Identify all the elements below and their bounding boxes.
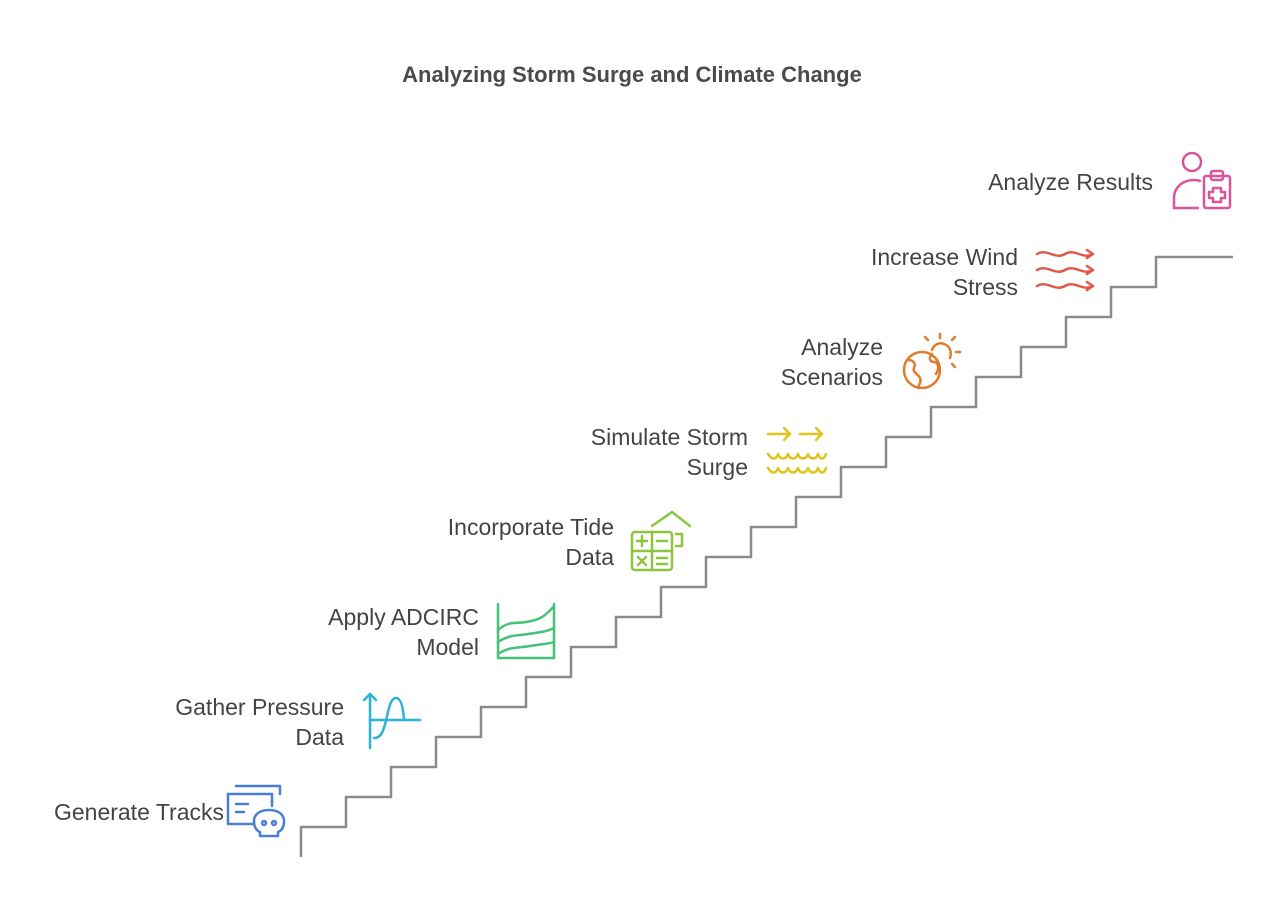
step-label-generate-tracks: Generate Tracks <box>53 799 224 825</box>
diagram-title: Analyzing Storm Surge and Climate Change <box>402 62 862 87</box>
staircase-line <box>299 255 1233 857</box>
person-clipboard-icon <box>1168 150 1232 214</box>
step-label-analyze-scenarios: Analyze Scenarios <box>780 334 883 390</box>
step-label-increase-wind-stress: Increase Wind Stress <box>870 244 1018 300</box>
pressure-wave-icon <box>360 690 424 754</box>
globe-sun-icon <box>898 330 962 394</box>
step-label-apply-adcirc-model: Apply ADCIRC Model <box>328 604 479 660</box>
document-skull-icon <box>224 780 288 844</box>
step-label-analyze-results: Analyze Results <box>988 169 1153 195</box>
step-label-incorporate-tide-data: Incorporate Tide Data <box>447 514 614 570</box>
step-label-simulate-storm-surge: Simulate Storm Surge <box>590 424 748 480</box>
arrows-waves-icon <box>764 418 828 482</box>
house-calculator-icon <box>628 508 692 572</box>
wind-icon <box>1033 240 1097 304</box>
wave-chart-icon <box>494 600 558 664</box>
step-label-gather-pressure-data: Gather Pressure Data <box>175 694 344 750</box>
